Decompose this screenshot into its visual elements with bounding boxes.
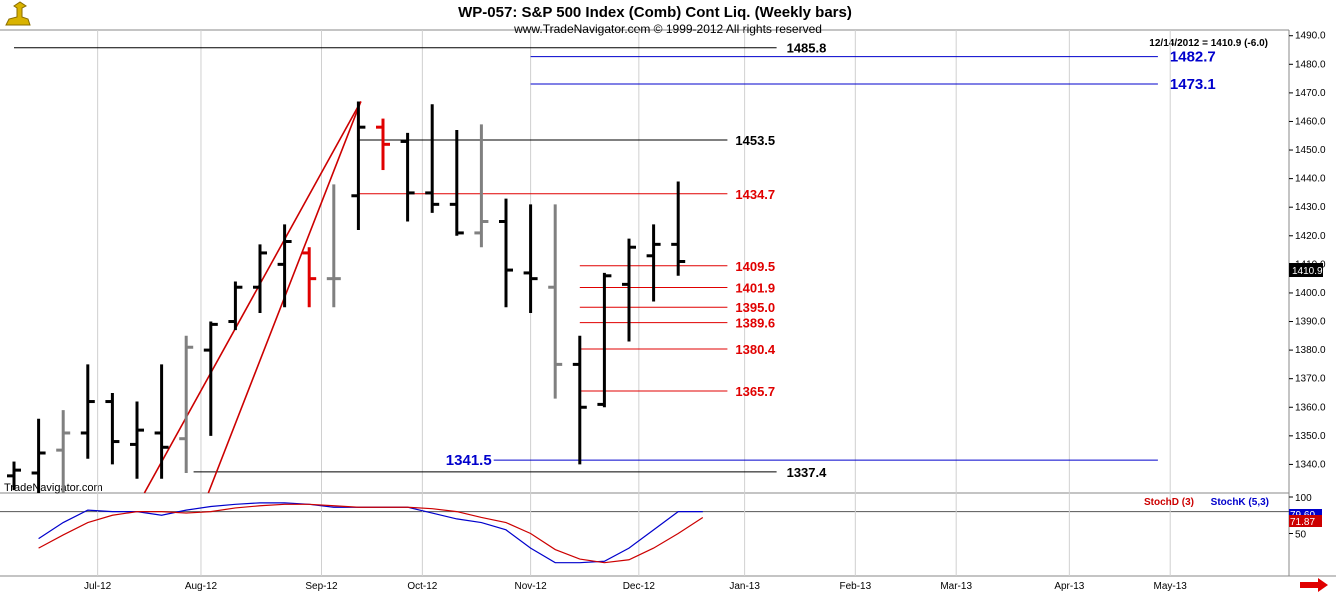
ohlc-bar (474, 124, 489, 248)
ohlc-bar (671, 181, 686, 276)
price-tick-label: 1440.0 (1295, 174, 1326, 185)
price-tick-label: 1470.0 (1295, 88, 1326, 99)
ohlc-bar (449, 130, 464, 236)
stochd-legend: StochD (3) (1144, 497, 1194, 508)
ohlc-bar (499, 198, 513, 308)
ohlc-bar (523, 204, 538, 313)
x-tick-label: Mar-13 (940, 581, 972, 592)
x-tick-label: Apr-13 (1054, 581, 1084, 592)
x-tick-label: Sep-12 (305, 581, 338, 592)
price-tick-label: 1370.0 (1295, 374, 1326, 385)
level-label: 1395.0 (735, 300, 775, 315)
last-price-tag: 1410.9 (1292, 266, 1323, 277)
stochd-tag: 71.87 (1290, 517, 1315, 528)
scroll-right-arrow-icon[interactable] (1300, 578, 1328, 592)
x-tick-label: Dec-12 (623, 581, 656, 592)
ohlc-bar (56, 410, 71, 493)
level-label: 1482.7 (1170, 49, 1216, 66)
ohlc-bar (572, 335, 587, 465)
stochd-line (38, 503, 704, 564)
ohlc-bar (376, 118, 390, 171)
trendline (143, 101, 362, 494)
level-label: 1389.6 (735, 316, 775, 331)
price-tick-label: 1350.0 (1295, 431, 1326, 442)
ohlc-bar (326, 184, 341, 308)
x-tick-label: Aug-12 (185, 581, 218, 592)
x-tick-label: Jul-12 (84, 581, 112, 592)
ohlc-bar (597, 272, 612, 408)
ohlc-bar (351, 101, 366, 231)
price-tick-label: 1340.0 (1295, 459, 1326, 470)
ohlc-bar (277, 224, 292, 308)
chart-title: WP-057: S&P 500 Index (Comb) Cont Liq. (… (458, 4, 852, 21)
price-tick-label: 1430.0 (1295, 202, 1326, 213)
ohlc-bar (425, 104, 440, 213)
ohlc-bar (400, 132, 415, 222)
price-bars (7, 101, 686, 493)
ohlc-bar (228, 281, 243, 331)
x-tick-label: Nov-12 (514, 581, 547, 592)
level-label: 1365.7 (735, 384, 775, 399)
x-tick-label: Feb-13 (839, 581, 871, 592)
stochk-legend: StochK (5,3) (1211, 497, 1269, 508)
level-label: 1453.5 (735, 133, 775, 148)
price-tick-label: 1490.0 (1295, 31, 1326, 42)
ohlc-bar (646, 224, 661, 302)
ohlc-bar (203, 321, 218, 436)
x-tick-label: Oct-12 (407, 581, 437, 592)
ohlc-bar (548, 204, 563, 399)
ohlc-bar (130, 401, 144, 479)
level-label: 1485.8 (787, 41, 827, 56)
stoch-tick-label: 50 (1295, 530, 1307, 541)
level-label: 1434.7 (735, 187, 775, 202)
price-tick-label: 1360.0 (1295, 402, 1326, 413)
ohlc-bar (105, 392, 120, 465)
logo-icon (5, 1, 31, 26)
ohlc-bar (302, 247, 317, 308)
stochd-tag-bg (1289, 515, 1322, 527)
price-tick-label: 1420.0 (1295, 231, 1326, 242)
level-label: 1380.4 (735, 342, 776, 357)
price-tick-label: 1460.0 (1295, 116, 1326, 127)
ohlc-bar (80, 364, 95, 459)
watermark: TradeNavigator.com (4, 482, 103, 494)
level-label: 1409.5 (735, 259, 775, 274)
ohlc-bar (31, 418, 46, 493)
level-label: 1337.4 (787, 465, 828, 480)
ohlc-bar (253, 244, 267, 313)
price-tick-label: 1400.0 (1295, 288, 1326, 299)
x-tick-label: Jan-13 (729, 581, 760, 592)
stoch-tick-label: 100 (1295, 493, 1312, 504)
price-tick-label: 1380.0 (1295, 345, 1326, 356)
price-tick-label: 1450.0 (1295, 145, 1326, 156)
ohlc-bar (622, 238, 636, 342)
level-label: 1341.5 (446, 452, 492, 469)
chart-subtitle: www.TradeNavigator.com © 1999-2012 All r… (513, 22, 822, 36)
ohlc-bar (179, 335, 194, 473)
last-price-tag-bg (1289, 263, 1323, 277)
ohlc-bar (7, 461, 21, 491)
level-label: 1401.9 (735, 281, 775, 296)
level-label: 1473.1 (1170, 76, 1216, 93)
ohlc-bar (154, 364, 169, 479)
price-tick-label: 1390.0 (1295, 317, 1326, 328)
time-axis: Jul-12 Aug-12 Sep-12 Oct-12 Nov-12 Dec-12 Jan-… (84, 30, 1187, 592)
last-price-readout: 12/14/2012 = 1410.9 (-6.0) (1149, 38, 1268, 49)
fib-levels: 1485.8 1482.7 1473.1 1453.5 1434.7 1409.5 1401… (14, 41, 1216, 480)
stochastic-pane (38, 502, 704, 564)
price-tick-label: 1480.0 (1295, 59, 1326, 70)
x-tick-label: May-13 (1154, 581, 1188, 592)
